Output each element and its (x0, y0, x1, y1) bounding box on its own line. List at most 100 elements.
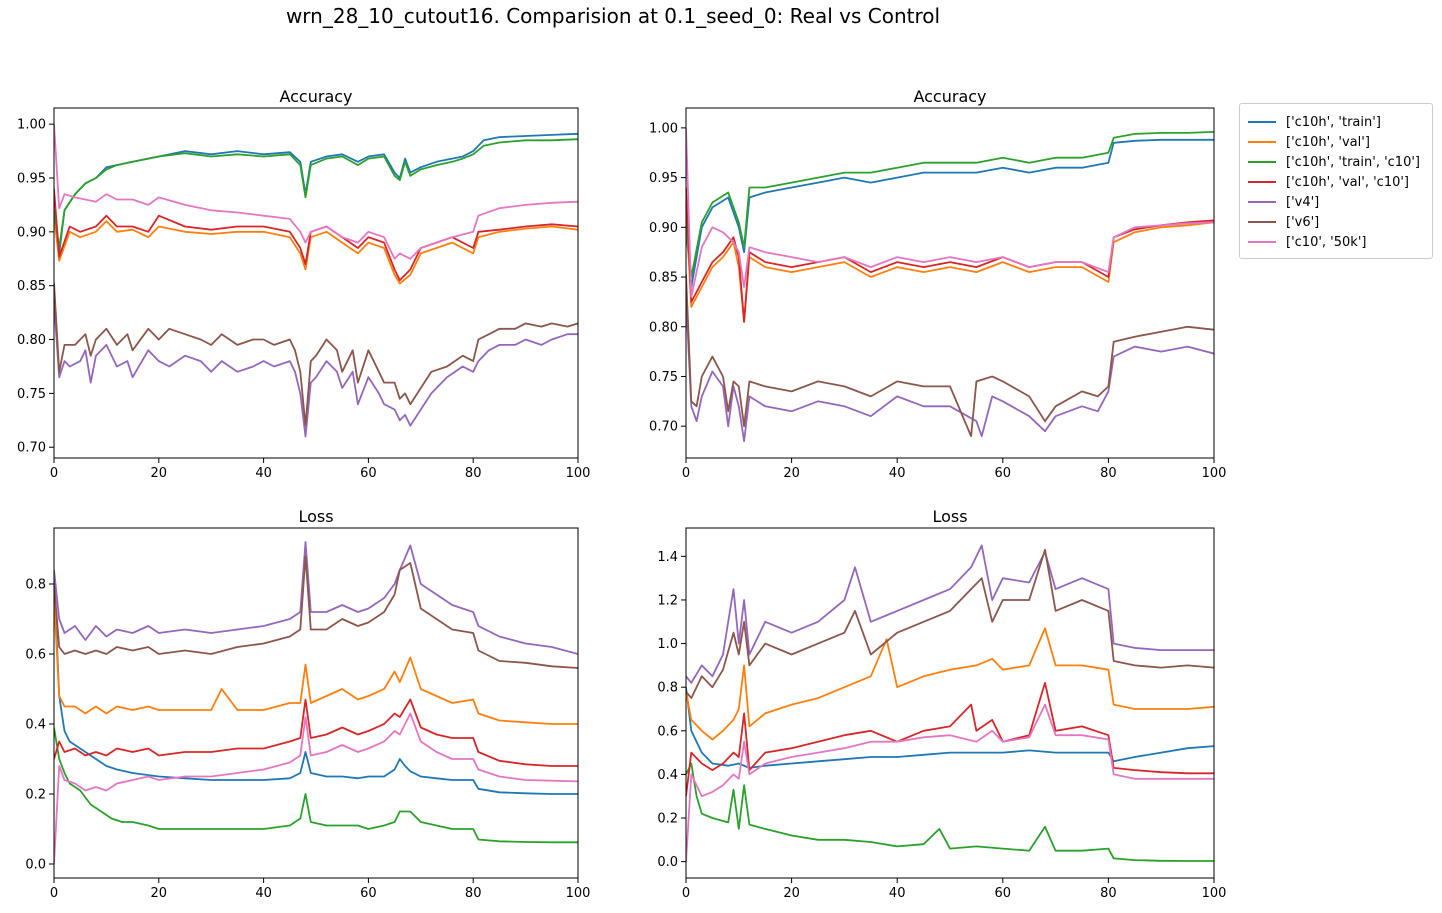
y-tick-label: 1.4 (657, 550, 678, 565)
legend-label: ['v6'] (1286, 214, 1320, 230)
legend-swatch (1248, 221, 1276, 223)
y-tick-label: 0.90 (649, 221, 678, 236)
y-tick-label: 0.85 (17, 279, 46, 294)
y-tick-label: 1.00 (649, 121, 678, 136)
legend-label: ['v4'] (1286, 194, 1320, 210)
plot-frame (53, 527, 579, 879)
y-tick-label: 0.75 (17, 387, 46, 402)
series-line (54, 138, 578, 249)
x-tick-label: 60 (995, 466, 1012, 481)
legend: ['c10h', 'train'] ['c10h', 'val'] ['c10h… (1239, 103, 1433, 259)
series-line (686, 548, 1214, 699)
plot-title: Loss (932, 507, 967, 526)
x-tick-label: 0 (50, 886, 58, 901)
x-tick-label: 80 (465, 886, 482, 901)
figure-title: wrn_28_10_cutout16. Comparision at 0.1_s… (285, 4, 941, 28)
series-line (686, 127, 1214, 298)
x-tick-label: 0 (682, 886, 690, 901)
series-line (54, 541, 578, 655)
series-line (54, 282, 578, 427)
series-line (686, 544, 1214, 684)
x-tick-label: 40 (255, 886, 272, 901)
y-tick-label: 0.6 (657, 724, 678, 739)
series-line (54, 597, 578, 725)
x-tick-label: 60 (360, 466, 377, 481)
x-tick-label: 80 (1100, 886, 1117, 901)
x-tick-label: 80 (465, 466, 482, 481)
series-line (54, 132, 578, 255)
series-line (686, 138, 1214, 288)
series-line (686, 131, 1214, 278)
x-tick-label: 100 (566, 466, 591, 481)
legend-item: ['c10', '50k'] (1248, 232, 1366, 252)
series-line (686, 296, 1214, 442)
plot-frame (53, 107, 579, 459)
legend-swatch (1248, 201, 1276, 203)
y-tick-label: 0.4 (25, 718, 46, 733)
legend-label: ['c10h', 'val', 'c10'] (1286, 174, 1410, 190)
y-tick-label: 1.0 (657, 637, 678, 652)
y-tick-label: 0.70 (649, 420, 678, 435)
legend-swatch (1248, 121, 1276, 123)
legend-swatch (1248, 161, 1276, 163)
x-tick-label: 100 (566, 886, 591, 901)
x-tick-label: 20 (783, 466, 800, 481)
x-tick-label: 0 (50, 466, 58, 481)
series-line (54, 301, 578, 438)
y-tick-label: 0.80 (17, 333, 46, 348)
y-tick-label: 0.95 (649, 171, 678, 186)
y-tick-label: 0.85 (649, 271, 678, 286)
y-tick-label: 1.2 (657, 593, 678, 608)
y-tick-label: 0.8 (25, 578, 46, 593)
y-tick-label: 0.4 (657, 768, 678, 783)
y-tick-label: 0.70 (17, 441, 46, 456)
series-line (686, 274, 1214, 437)
legend-item: ['c10h', 'val', 'c10'] (1248, 172, 1409, 192)
series-line (54, 576, 578, 795)
x-tick-label: 40 (889, 466, 906, 481)
y-tick-label: 0.2 (25, 788, 46, 803)
series-line (686, 627, 1214, 741)
legend-swatch (1248, 141, 1276, 143)
x-tick-label: 40 (889, 886, 906, 901)
legend-swatch (1248, 181, 1276, 183)
x-tick-label: 80 (1100, 466, 1117, 481)
y-tick-label: 0.90 (17, 225, 46, 240)
series-line (54, 712, 578, 865)
series-line (54, 555, 578, 669)
x-tick-label: 40 (255, 466, 272, 481)
series-line (54, 727, 578, 844)
legend-swatch (1248, 241, 1276, 243)
y-tick-label: 0.8 (657, 681, 678, 696)
legend-item: ['c10h', 'val'] (1248, 132, 1370, 152)
series-line (54, 698, 578, 767)
y-tick-label: 0.95 (17, 172, 46, 187)
legend-label: ['c10h', 'train', 'c10'] (1286, 154, 1420, 170)
plot-frame (685, 527, 1215, 879)
series-line (686, 687, 1214, 769)
series-line (686, 681, 1214, 797)
x-tick-label: 60 (995, 886, 1012, 901)
x-tick-label: 20 (151, 886, 168, 901)
plot-title: Loss (298, 507, 333, 526)
legend-label: ['c10h', 'val'] (1286, 134, 1370, 150)
y-tick-label: 0.0 (25, 858, 46, 873)
legend-label: ['c10h', 'train'] (1286, 114, 1381, 130)
series-line (686, 703, 1214, 862)
y-tick-label: 0.75 (649, 370, 678, 385)
legend-item: ['v6'] (1248, 212, 1319, 232)
x-tick-label: 0 (682, 466, 690, 481)
x-tick-label: 20 (151, 466, 168, 481)
legend-item: ['c10h', 'train', 'c10'] (1248, 152, 1420, 172)
legend-item: ['c10h', 'train'] (1248, 112, 1381, 132)
y-tick-label: 0.80 (649, 320, 678, 335)
plot-title: Accuracy (279, 87, 352, 106)
x-tick-label: 100 (1202, 466, 1227, 481)
y-tick-label: 0.6 (25, 648, 46, 663)
x-tick-label: 20 (783, 886, 800, 901)
series-line (686, 762, 1214, 862)
